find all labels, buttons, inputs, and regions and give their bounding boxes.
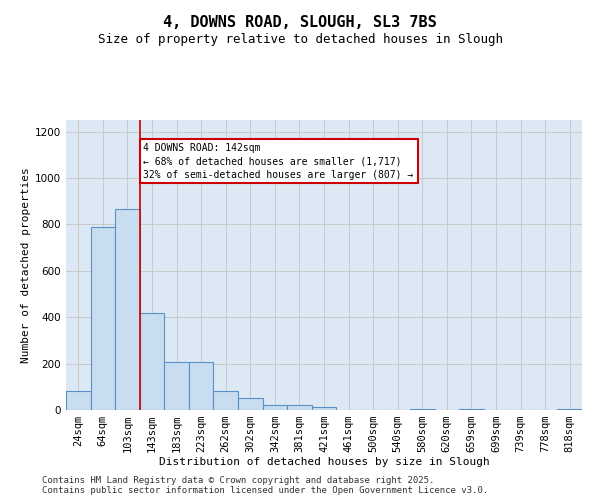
Text: 4 DOWNS ROAD: 142sqm
← 68% of detached houses are smaller (1,717)
32% of semi-de: 4 DOWNS ROAD: 142sqm ← 68% of detached h… bbox=[143, 143, 413, 180]
Bar bbox=[238, 398, 263, 410]
Bar bbox=[164, 362, 189, 410]
Y-axis label: Number of detached properties: Number of detached properties bbox=[21, 167, 31, 363]
Bar bbox=[312, 406, 336, 410]
Bar bbox=[214, 392, 238, 410]
Text: Contains HM Land Registry data © Crown copyright and database right 2025.
Contai: Contains HM Land Registry data © Crown c… bbox=[42, 476, 488, 495]
Text: Size of property relative to detached houses in Slough: Size of property relative to detached ho… bbox=[97, 32, 503, 46]
Bar bbox=[410, 409, 434, 410]
Bar bbox=[140, 312, 164, 410]
Bar bbox=[263, 406, 287, 410]
Text: 4, DOWNS ROAD, SLOUGH, SL3 7BS: 4, DOWNS ROAD, SLOUGH, SL3 7BS bbox=[163, 15, 437, 30]
Bar bbox=[557, 409, 582, 410]
Bar bbox=[459, 409, 484, 410]
X-axis label: Distribution of detached houses by size in Slough: Distribution of detached houses by size … bbox=[158, 456, 490, 466]
Bar bbox=[66, 392, 91, 410]
Bar bbox=[287, 406, 312, 410]
Bar bbox=[115, 210, 140, 410]
Bar bbox=[189, 362, 214, 410]
Bar bbox=[91, 226, 115, 410]
